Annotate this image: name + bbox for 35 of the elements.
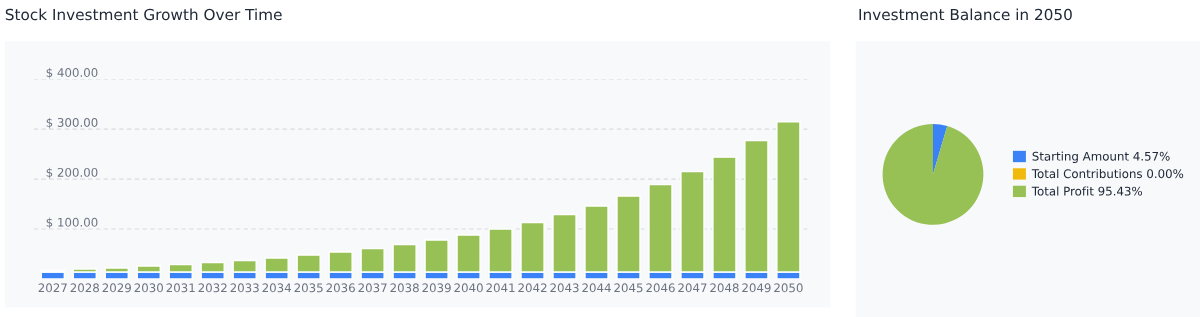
y-tick-label: $ 200.00 (46, 167, 98, 179)
pie-slice (933, 123, 948, 175)
y-tick-label: $ 400.00 (46, 67, 98, 79)
x-tick-label: 2041 (486, 283, 515, 293)
pie-slice (882, 123, 984, 225)
x-tick-label: 2046 (646, 283, 675, 293)
chart-title: Stock Investment Growth Over Time (5, 8, 282, 21)
x-tick-label: 2031 (166, 283, 195, 293)
x-tick-label: 2045 (614, 283, 643, 293)
legend-label: Total Profit 95.43% (1031, 186, 1143, 196)
x-tick-label: 2029 (102, 283, 131, 293)
x-tick-label: 2047 (678, 283, 707, 293)
x-tick-label: 2034 (262, 283, 292, 293)
x-tick-label: 2039 (422, 283, 451, 293)
legend-label: Total Contributions 0.00% (1031, 168, 1184, 179)
x-tick-label: 2036 (326, 283, 355, 293)
x-tick-label: 2042 (518, 283, 547, 293)
x-tick-label: 2027 (38, 283, 67, 293)
x-tick-label: 2050 (774, 283, 803, 293)
y-tick-label: $ 100.00 (46, 217, 98, 229)
legend-label: Starting Amount 4.57% (1032, 151, 1170, 163)
x-tick-label: 2028 (70, 283, 99, 293)
x-tick-label: 2033 (230, 283, 259, 293)
x-tick-label: 2048 (710, 283, 739, 293)
x-tick-label: 2040 (454, 283, 483, 293)
x-tick-label: 2044 (582, 283, 611, 293)
x-tick-label: 2035 (294, 283, 323, 293)
x-tick-label: 2032 (198, 283, 227, 293)
x-tick-label: 2038 (390, 283, 419, 293)
chart-title: Investment Balance in 2050 (859, 8, 1072, 21)
y-tick-label: $ 300.00 (46, 117, 98, 129)
x-tick-label: 2049 (742, 283, 771, 293)
x-tick-label: 2030 (134, 283, 163, 293)
x-tick-label: 2037 (358, 283, 387, 293)
x-tick-label: 2043 (550, 283, 579, 293)
